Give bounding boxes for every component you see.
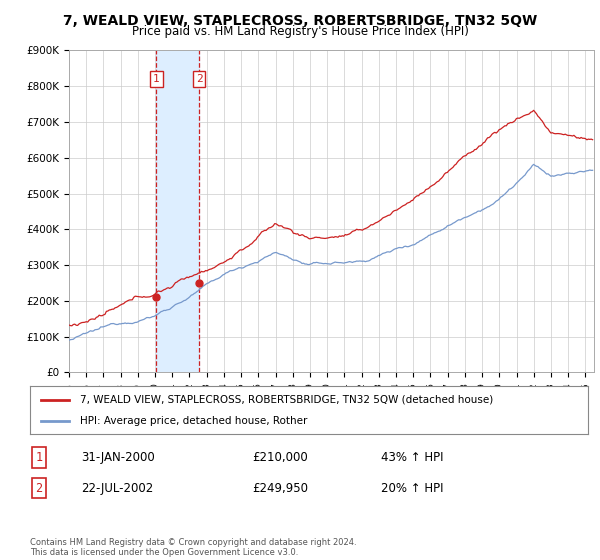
Text: Contains HM Land Registry data © Crown copyright and database right 2024.
This d: Contains HM Land Registry data © Crown c… [30, 538, 356, 557]
Text: 22-JUL-2002: 22-JUL-2002 [81, 482, 153, 495]
Text: 31-JAN-2000: 31-JAN-2000 [81, 451, 155, 464]
Text: Price paid vs. HM Land Registry's House Price Index (HPI): Price paid vs. HM Land Registry's House … [131, 25, 469, 38]
Text: 7, WEALD VIEW, STAPLECROSS, ROBERTSBRIDGE, TN32 5QW: 7, WEALD VIEW, STAPLECROSS, ROBERTSBRIDG… [63, 14, 537, 28]
Text: 1: 1 [153, 74, 160, 84]
Text: 1: 1 [35, 451, 43, 464]
Text: 20% ↑ HPI: 20% ↑ HPI [381, 482, 443, 495]
Text: 2: 2 [35, 482, 43, 495]
Text: HPI: Average price, detached house, Rother: HPI: Average price, detached house, Roth… [80, 416, 308, 426]
Text: 43% ↑ HPI: 43% ↑ HPI [381, 451, 443, 464]
Text: 2: 2 [196, 74, 202, 84]
Bar [157, 50, 199, 372]
Text: £249,950: £249,950 [252, 482, 308, 495]
Text: £210,000: £210,000 [252, 451, 308, 464]
Text: 7, WEALD VIEW, STAPLECROSS, ROBERTSBRIDGE, TN32 5QW (detached house): 7, WEALD VIEW, STAPLECROSS, ROBERTSBRIDG… [80, 395, 493, 405]
